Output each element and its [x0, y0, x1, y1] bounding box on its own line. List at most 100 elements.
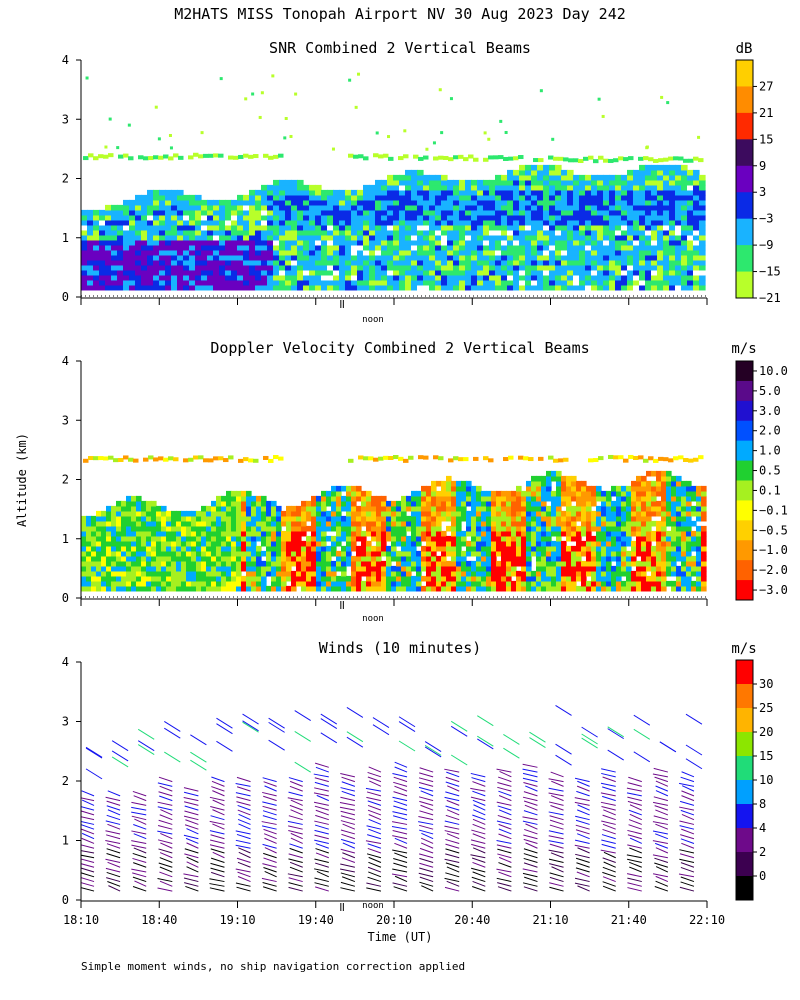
snr-speck: [116, 146, 120, 150]
velocity-cell: [581, 540, 587, 547]
velocity-cell: [196, 550, 202, 557]
snr-cell: [639, 264, 646, 271]
velocity-cell: [376, 540, 382, 547]
snr-cell: [375, 279, 382, 286]
velocity-cell: [406, 550, 412, 557]
velocity-cell: [491, 525, 497, 532]
velocity-cell: [621, 515, 627, 522]
velocity-cell: [121, 540, 127, 547]
snr-cell: [447, 229, 454, 236]
velocity-cell: [171, 570, 177, 577]
snr-cell: [111, 239, 118, 246]
velocity-cell: [561, 570, 567, 577]
velocity-cell: [681, 495, 687, 502]
velocity-cell: [661, 525, 667, 532]
velocity-cell: [471, 580, 477, 587]
velocity-cell: [701, 550, 707, 557]
snr-cell: [567, 219, 574, 226]
snr-cell: [669, 269, 676, 276]
snr-cell: [333, 209, 340, 216]
snr-cell: [261, 244, 268, 251]
snr-cell: [657, 209, 664, 216]
snr-cell: [171, 189, 178, 196]
snr-cell: [525, 204, 532, 211]
velocity-cell: [256, 515, 262, 522]
velocity-cell: [631, 515, 637, 522]
snr-cell: [159, 234, 166, 241]
velocity-cell: [366, 550, 372, 557]
velocity-cell: [221, 570, 227, 577]
snr-cell: [369, 244, 376, 251]
snr-cell: [111, 274, 118, 281]
snr-cell: [417, 184, 424, 191]
velocity-cell: [656, 580, 662, 587]
velocity-cell: [556, 495, 562, 502]
snr-cell: [441, 249, 448, 256]
velocity-cell: [191, 540, 197, 547]
velocity-cell: [616, 535, 622, 542]
snr-cell: [141, 204, 148, 211]
snr-cell: [285, 194, 292, 201]
velocity-cell: [563, 457, 569, 462]
snr-cell: [429, 254, 436, 261]
velocity-cell: [291, 575, 297, 582]
snr-cell: [435, 179, 442, 186]
velocity-cell: [701, 555, 707, 562]
velocity-cell: [261, 500, 267, 507]
snr-cell: [549, 214, 556, 221]
snr-cell: [81, 214, 88, 221]
velocity-cell: [291, 510, 297, 517]
snr-cell: [399, 254, 406, 261]
snr-cell: [423, 269, 430, 276]
snr-cell: [459, 189, 466, 196]
velocity-cell: [661, 480, 667, 487]
snr-cell: [188, 155, 194, 160]
snr-cell: [417, 284, 424, 291]
velocity-cell: [621, 550, 627, 557]
snr-cell: [447, 249, 454, 256]
velocity-cell: [646, 555, 652, 562]
snr-cell: [417, 169, 424, 176]
snr-cell: [513, 229, 520, 236]
velocity-cell: [141, 580, 147, 587]
snr-cell: [171, 204, 178, 211]
snr-cell: [495, 234, 502, 241]
velocity-colorbar: 10.05.03.02.01.00.50.1−0.1−0.5−1.0−2.0−3…: [735, 360, 788, 601]
snr-cell: [459, 244, 466, 251]
velocity-cell: [631, 510, 637, 517]
snr-cell: [645, 279, 652, 286]
snr-cell: [603, 249, 610, 256]
snr-cell: [255, 224, 262, 231]
snr-cell: [549, 209, 556, 216]
velocity-cell: [431, 485, 437, 492]
velocity-cell: [171, 530, 177, 537]
velocity-cell: [656, 545, 662, 552]
snr-cell: [369, 274, 376, 281]
snr-cell: [129, 234, 136, 241]
velocity-cell: [151, 540, 157, 547]
velocity-cell: [286, 585, 292, 592]
snr-cell: [501, 259, 508, 266]
snr-cell: [501, 219, 508, 226]
snr-cell: [477, 184, 484, 191]
velocity-cell: [451, 585, 457, 592]
velocity-cell: [186, 555, 192, 562]
snr-cell: [111, 209, 118, 216]
velocity-cell: [281, 575, 287, 582]
snr-cell: [135, 199, 142, 206]
velocity-cell: [171, 520, 177, 527]
snr-cell: [207, 274, 214, 281]
velocity-cell: [336, 490, 342, 497]
velocity-cell: [356, 525, 362, 532]
snr-speck: [387, 135, 391, 139]
snr-cell: [447, 219, 454, 226]
colorbar-label: 3.0: [759, 404, 781, 418]
velocity-cell: [496, 575, 502, 582]
velocity-cell: [636, 500, 642, 507]
snr-cell: [411, 184, 418, 191]
snr-cell: [471, 224, 478, 231]
velocity-cell: [556, 545, 562, 552]
velocity-cell: [246, 555, 252, 562]
velocity-cell: [666, 490, 672, 497]
velocity-cell: [296, 525, 302, 532]
